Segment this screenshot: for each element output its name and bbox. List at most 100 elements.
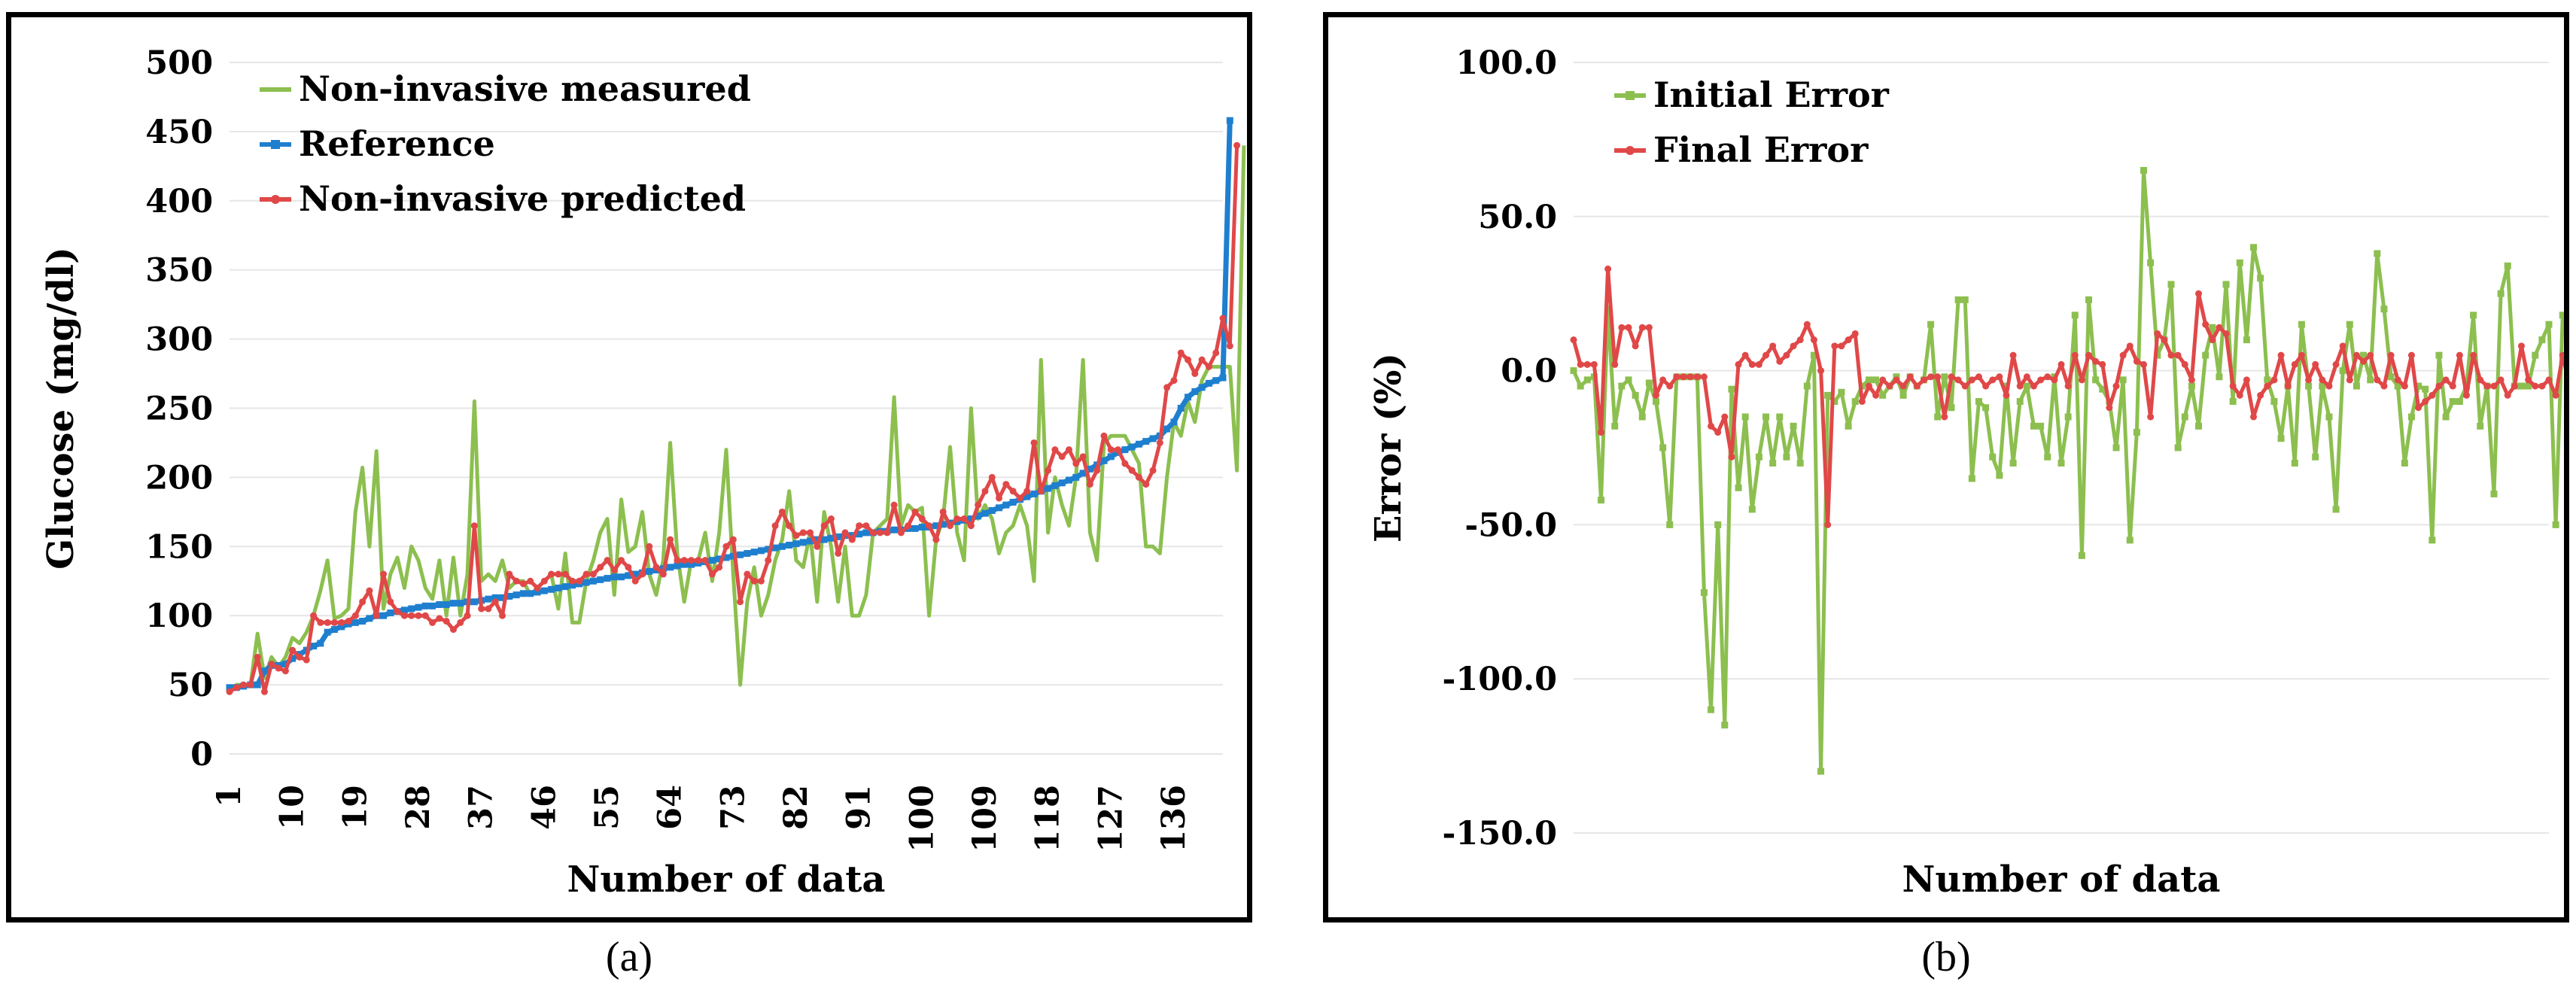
data-point: [975, 501, 982, 509]
data-point: [729, 536, 737, 543]
data-point: [254, 681, 261, 688]
data-point: [1961, 382, 1969, 390]
data-point: [2250, 244, 2258, 251]
data-point: [988, 507, 996, 515]
data-point: [589, 577, 597, 585]
data-point: [2126, 342, 2133, 350]
data-point: [436, 615, 443, 622]
data-point: [1666, 521, 1674, 528]
data-point: [2435, 351, 2443, 359]
data-point: [2552, 391, 2559, 399]
data-point: [2401, 382, 2408, 390]
data-point: [1920, 376, 1927, 384]
data-point: [1941, 373, 1948, 381]
data-point: [1941, 413, 1948, 421]
data-point: [1135, 473, 1142, 481]
data-point: [2415, 404, 2422, 412]
y-tick-label: 0.0: [1501, 353, 1557, 391]
data-point: [568, 582, 576, 589]
x-tick-label: 73: [714, 785, 752, 830]
data-point: [2140, 166, 2148, 174]
data-point: [981, 509, 989, 517]
data-point: [820, 536, 828, 543]
data-point: [792, 532, 800, 540]
data-point: [2147, 413, 2155, 421]
data-point: [1625, 324, 1632, 331]
data-point: [1714, 429, 1722, 436]
data-point: [856, 530, 863, 538]
data-point: [1817, 367, 1825, 375]
glucose-chart-panel: 0 50 100 150 200 250 300 350 400 450 500 1 10 19 28 37 4…: [6, 12, 1252, 922]
x-tick-label: 127: [1092, 785, 1130, 853]
x-tick-label: 46: [525, 785, 563, 830]
data-point: [2003, 391, 2010, 399]
data-point: [1708, 422, 1715, 430]
data-point: [2449, 398, 2456, 406]
data-point: [1009, 488, 1017, 495]
data-point: [2346, 376, 2353, 384]
data-point: [1735, 360, 1742, 368]
data-point: [2490, 490, 2498, 497]
data-point: [911, 524, 919, 532]
data-point: [2037, 422, 2045, 430]
data-point: [2078, 552, 2085, 559]
data-point: [1086, 481, 1093, 488]
data-point: [744, 549, 751, 557]
data-point: [540, 577, 548, 585]
y-tick-label: 200: [145, 459, 213, 497]
data-point: [2367, 351, 2374, 359]
data-point: [708, 570, 716, 578]
data-point: [2360, 351, 2368, 359]
data-point: [506, 570, 513, 578]
data-point: [324, 619, 331, 626]
y-tick-label: -50.0: [1464, 506, 1557, 544]
data-point: [1748, 360, 1756, 368]
data-point: [1838, 342, 1845, 350]
data-point: [408, 612, 415, 619]
data-point: [443, 618, 450, 625]
data-point: [1783, 351, 1790, 359]
data-point: [1121, 460, 1129, 467]
data-point: [814, 543, 821, 550]
data-point: [491, 598, 499, 606]
data-point: [519, 590, 527, 597]
data-point: [988, 473, 996, 481]
data-point: [1135, 440, 1142, 448]
data-point: [890, 526, 898, 533]
data-point: [254, 653, 261, 661]
data-point: [1185, 356, 1192, 363]
data-point: [2483, 382, 2491, 390]
data-point: [281, 667, 289, 675]
data-point: [2057, 459, 2065, 467]
data-point: [345, 618, 352, 625]
data-point: [380, 612, 388, 619]
data-point: [1755, 360, 1762, 368]
data-point: [1037, 488, 1045, 495]
x-tick-label: 82: [777, 785, 815, 830]
data-point: [1735, 484, 1742, 491]
y-tick-label: -150.0: [1443, 815, 1558, 853]
data-point: [2112, 382, 2120, 390]
data-point: [281, 661, 289, 668]
data-point: [2188, 376, 2195, 384]
data-point: [2332, 360, 2340, 368]
data-point: [1212, 377, 1220, 384]
data-point: [757, 577, 765, 585]
data-point: [1632, 391, 1639, 399]
data-point: [2174, 444, 2182, 451]
data-point: [905, 522, 912, 530]
data-point: [2071, 351, 2079, 359]
data-point: [708, 557, 716, 564]
data-point: [457, 600, 464, 607]
data-point: [2291, 459, 2298, 467]
data-point: [1611, 422, 1619, 430]
data-point: [2442, 376, 2450, 384]
data-point: [2470, 351, 2477, 359]
data-point: [1872, 391, 1880, 399]
data-point: [1790, 342, 1797, 350]
data-point: [2037, 376, 2045, 384]
data-point: [1100, 457, 1108, 464]
data-point: [1638, 324, 1646, 331]
data-point: [1191, 388, 1199, 395]
x-axis-title: Number of data: [1902, 859, 2221, 901]
